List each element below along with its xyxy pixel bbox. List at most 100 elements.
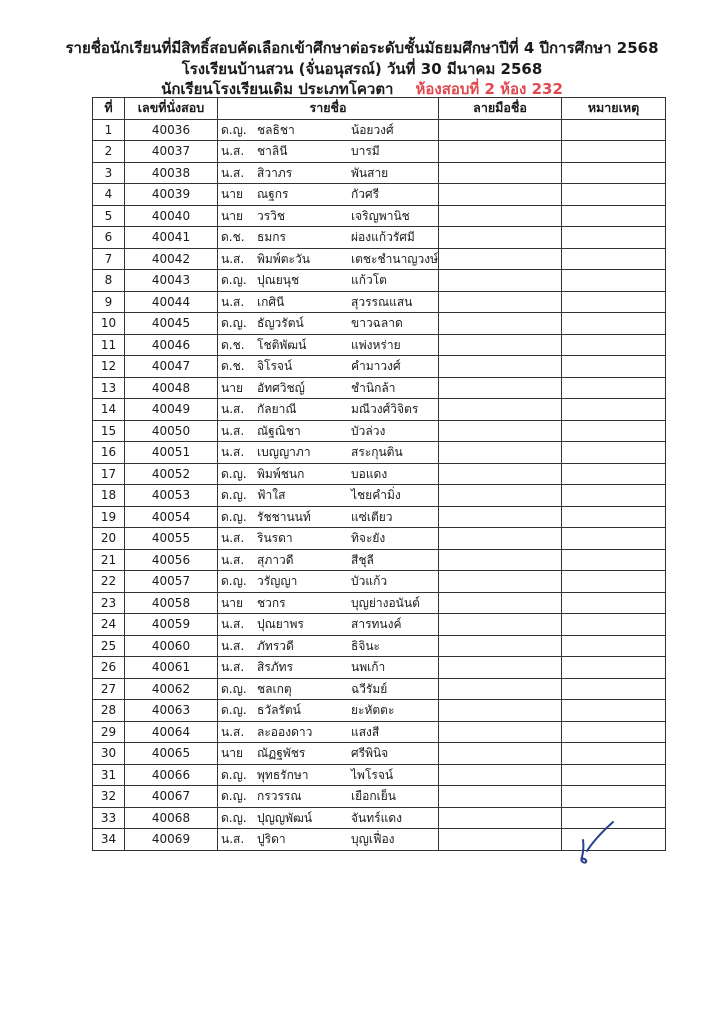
name-title: ด.ช. — [221, 359, 245, 374]
remarks-cell — [561, 269, 667, 292]
remarks-cell — [561, 548, 667, 571]
last-name: เตชะชำนาญวงษ์ — [351, 251, 439, 266]
last-name: ยะหัตตะ — [351, 703, 395, 718]
row-number: 6 — [92, 226, 125, 249]
first-name: เบญญาภา — [257, 445, 311, 460]
exam-room-label: ห้องสอบที่ 2 ห้อง 232 — [415, 80, 563, 98]
name-title: นาย — [221, 380, 243, 395]
last-name: สระกุนติน — [351, 445, 403, 460]
signature-cell — [438, 505, 563, 528]
signature-cell — [438, 677, 563, 700]
table-row: 30 40065 นาย ณัฏฐพัชร ศรีพินิจ — [92, 742, 667, 765]
student-name: น.ส. ชาลินี บารมี — [216, 140, 440, 163]
student-name: ด.ญ. ชลธิชา น้อยวงศ์ — [216, 118, 440, 141]
last-name: แก้วโต — [351, 273, 387, 288]
student-name: นาย ชวกร บุญย่างอนันต์ — [216, 591, 440, 614]
remarks-cell — [561, 656, 667, 679]
table-row: 6 40041 ด.ช. ธมกร ผ่องแก้วรัศมี — [92, 226, 667, 249]
remarks-cell — [561, 570, 667, 593]
name-title: นาย — [221, 187, 243, 202]
last-name: จันทร์แดง — [351, 810, 402, 825]
row-number: 28 — [92, 699, 125, 722]
last-name: บัวแก้ว — [351, 574, 388, 589]
remarks-cell — [561, 312, 667, 335]
name-title: นาย — [221, 208, 243, 223]
signature-cell — [438, 742, 563, 765]
first-name: สุภาวดี — [257, 552, 294, 567]
seat-number: 40040 — [124, 204, 218, 227]
column-header-name: รายชื่อ — [216, 97, 440, 120]
remarks-cell — [561, 677, 667, 700]
signature-cell — [438, 634, 563, 657]
student-name: น.ส. รินรดา ทิจะยัง — [216, 527, 440, 550]
table-row: 28 40063 ด.ญ. ธวัลรัตน์ ยะหัตตะ — [92, 699, 667, 722]
remarks-cell — [561, 505, 667, 528]
row-number: 13 — [92, 376, 125, 399]
last-name: บัวล่วง — [351, 423, 386, 438]
last-name: ธิจินะ — [351, 638, 381, 653]
table-header-row: ที่ เลขที่นั่งสอบ รายชื่อ ลายมือชื่อ หมา… — [92, 97, 667, 120]
remarks-cell — [561, 376, 667, 399]
seat-number: 40052 — [124, 462, 218, 485]
signature-cell — [438, 140, 563, 163]
row-number: 3 — [92, 161, 125, 184]
column-header-remarks: หมายเหตุ — [561, 97, 667, 120]
first-name: สิวาภร — [257, 165, 293, 180]
seat-number: 40069 — [124, 828, 218, 851]
document-title: รายชื่อนักเรียนที่มีสิทธิ์สอบคัดเลือกเข้… — [65, 39, 659, 57]
student-name: น.ส. ปุณยาพร สารทนงค์ — [216, 613, 440, 636]
last-name: สุวรรณแสน — [351, 294, 413, 309]
name-title: ด.ญ. — [221, 122, 247, 137]
seat-number: 40047 — [124, 355, 218, 378]
first-name: ละอองดาว — [257, 724, 313, 739]
seat-number: 40050 — [124, 419, 218, 442]
last-name: บอแดง — [351, 466, 388, 481]
row-number: 29 — [92, 720, 125, 743]
name-title: ด.ญ. — [221, 316, 247, 331]
seat-number: 40058 — [124, 591, 218, 614]
student-name: ด.ญ. พิมพ์ชนก บอแดง — [216, 462, 440, 485]
signature-cell — [438, 118, 563, 141]
row-number: 18 — [92, 484, 125, 507]
name-title: ด.ญ. — [221, 810, 247, 825]
table-row: 18 40053 ด.ญ. ฟ้าใส ไชยคำมิ่ง — [92, 484, 667, 507]
last-name: ชำนิกล้า — [351, 380, 396, 395]
row-number: 22 — [92, 570, 125, 593]
column-header-no: ที่ — [92, 97, 125, 120]
last-name: ทิจะยัง — [351, 531, 386, 546]
row-number: 10 — [92, 312, 125, 335]
first-name: ณัฏฐพัชร — [257, 746, 306, 761]
seat-number: 40043 — [124, 269, 218, 292]
signature-cell — [438, 333, 563, 356]
remarks-cell — [561, 699, 667, 722]
seat-number: 40065 — [124, 742, 218, 765]
remarks-cell — [561, 785, 667, 808]
last-name: มณีวงศ์วิจิตร — [351, 402, 419, 417]
row-number: 17 — [92, 462, 125, 485]
name-title: ด.ญ. — [221, 789, 247, 804]
name-title: น.ส. — [221, 617, 245, 632]
signature-cell — [438, 806, 563, 829]
signature-cell — [438, 226, 563, 249]
table-row: 16 40051 น.ส. เบญญาภา สระกุนติน — [92, 441, 667, 464]
name-title: ด.ญ. — [221, 273, 247, 288]
table-row: 3 40038 น.ส. สิวาภร พันสาย — [92, 161, 667, 184]
table-row: 12 40047 ด.ช. จิโรจน์ คำมาวงศ์ — [92, 355, 667, 378]
seat-number: 40068 — [124, 806, 218, 829]
student-name: ด.ช. ธมกร ผ่องแก้วรัศมี — [216, 226, 440, 249]
signature-cell — [438, 462, 563, 485]
table-row: 21 40056 น.ส. สุภาวดี สีชุลี — [92, 548, 667, 571]
seat-number: 40038 — [124, 161, 218, 184]
remarks-cell — [561, 247, 667, 270]
student-name: ด.ญ. ชลเกตุ ฉวีรัมย์ — [216, 677, 440, 700]
first-name: วรวิช — [257, 208, 286, 223]
name-title: น.ส. — [221, 531, 245, 546]
seat-number: 40046 — [124, 333, 218, 356]
seat-number: 40059 — [124, 613, 218, 636]
remarks-cell — [561, 398, 667, 421]
first-name: รินรดา — [257, 531, 293, 546]
last-name: ไชยคำมิ่ง — [351, 488, 401, 503]
student-name: นาย อัทศวิชญ์ ชำนิกล้า — [216, 376, 440, 399]
seat-number: 40056 — [124, 548, 218, 571]
name-title: น.ส. — [221, 294, 245, 309]
